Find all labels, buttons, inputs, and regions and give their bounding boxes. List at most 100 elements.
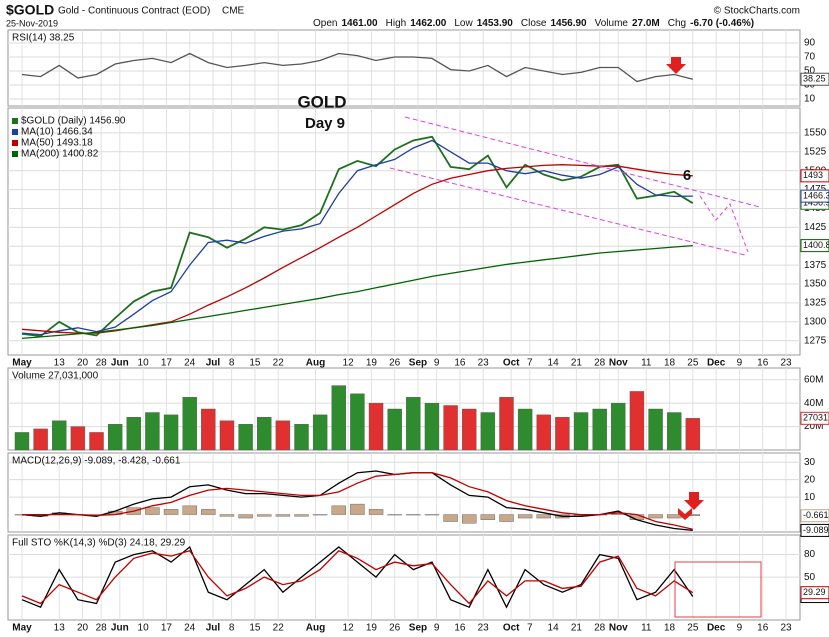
channel-line <box>389 167 746 256</box>
x-tick-label: 19 <box>366 358 378 369</box>
bar <box>89 432 104 451</box>
legend-entry: MA(10) 1466.34 <box>21 127 93 138</box>
bar <box>350 503 365 515</box>
bar <box>275 420 291 451</box>
x-tick-label: 9 <box>434 623 440 634</box>
x-tick-label: Jun <box>111 623 129 634</box>
instrument-name: Gold - Continuous Contract (EOD) <box>58 6 210 17</box>
x-tick-label: Jun <box>111 358 129 369</box>
x-tick-label: 16 <box>757 358 769 369</box>
x-tick-label: 9 <box>434 358 440 369</box>
annotation: 6 <box>683 167 691 184</box>
bar <box>406 397 421 451</box>
annotations-drawn <box>389 57 762 618</box>
x-tick-label: 10 <box>138 623 150 634</box>
value-label: 38.25 <box>803 74 826 84</box>
y-tick-label: 80 <box>804 549 816 560</box>
quote-label: Volume <box>595 18 629 29</box>
x-tick-label: 11 <box>641 358 652 369</box>
y-tick-label: 10 <box>804 492 816 503</box>
value-label: -0.661 <box>803 510 829 520</box>
quote-value: -6.70 (-0.46%) <box>690 18 754 29</box>
arrow <box>666 57 686 74</box>
legend-entry: MA(200) 1400.82 <box>21 149 99 160</box>
panel-frame <box>7 367 801 451</box>
y-tick-label: 20 <box>804 474 816 485</box>
x-tick-label: 26 <box>389 623 401 634</box>
x-tick-label: 12 <box>343 623 355 634</box>
bar <box>368 402 384 451</box>
x-tick-label: 14 <box>548 623 560 634</box>
value-label-box <box>800 72 829 86</box>
x-tick-label: 13 <box>54 623 66 634</box>
value-label-box <box>800 189 829 203</box>
legend-entry: MA(50) 1493.18 <box>21 138 93 149</box>
x-tick-label: 23 <box>478 623 490 634</box>
bar <box>443 514 458 522</box>
x-tick-label: 18 <box>664 358 676 369</box>
x-tick-label: 20 <box>77 623 89 634</box>
bar <box>312 414 328 451</box>
bar <box>406 514 421 516</box>
y-tick-label: 1525 <box>804 146 827 157</box>
exchange: CME <box>222 6 245 17</box>
y-tick-label: 90 <box>804 38 816 49</box>
x-tick-label: 23 <box>478 358 490 369</box>
panel-legend: Volume 27,031,000 <box>12 371 99 382</box>
arrow <box>678 508 692 520</box>
value-label-box <box>800 586 829 600</box>
bar <box>294 424 309 451</box>
bar <box>331 385 346 451</box>
x-tick-label: 14 <box>548 358 560 369</box>
x-tick-label: 17 <box>161 358 173 369</box>
channel-line <box>404 116 761 208</box>
x-tick-label: Sep <box>409 623 427 634</box>
quote-value: 1462.00 <box>410 18 447 29</box>
source: © StockCharts.com <box>714 6 800 17</box>
bar <box>462 514 477 524</box>
bar <box>667 412 682 451</box>
value-label-box <box>800 169 829 183</box>
bar <box>219 420 235 451</box>
quote-label: High <box>386 18 407 29</box>
bar <box>573 412 589 451</box>
panel-legend: MACD(12,26,9) -9.089, -8.428, -0.661 <box>12 456 181 467</box>
bar <box>648 514 663 519</box>
x-tick-label: May <box>12 358 32 369</box>
x-tick-label: 28 <box>594 623 606 634</box>
bar <box>648 408 663 451</box>
bar <box>163 509 179 515</box>
x-tick-label: May <box>12 623 32 634</box>
x-tick-label: 7 <box>527 623 533 634</box>
x-tick-label: Jul <box>206 623 221 634</box>
bar <box>33 428 48 451</box>
y-tick-label: 20M <box>804 421 823 432</box>
value-label: 1400.8 <box>803 240 829 250</box>
legend-swatch <box>12 129 18 135</box>
panel-frame <box>7 107 801 356</box>
x-tick-label: 10 <box>138 358 150 369</box>
series-line <box>22 472 693 530</box>
y-tick-label: 1325 <box>804 298 827 309</box>
y-tick-label: 60M <box>804 374 823 385</box>
x-tick-label: Oct <box>503 623 520 634</box>
y-tick-label: 50 <box>804 572 816 583</box>
quote-value: 1456.90 <box>550 18 587 29</box>
x-tick-label: 24 <box>184 623 196 634</box>
annotation: Day 9 <box>305 115 345 132</box>
x-tick-label: 9 <box>737 623 743 634</box>
arrow <box>684 492 704 510</box>
bar <box>350 393 365 451</box>
x-tick-label: Oct <box>503 358 520 369</box>
value-label: 1456.9 <box>803 198 829 208</box>
quote-label: Close <box>521 18 547 29</box>
value-label: 29.29 <box>803 587 826 597</box>
bar <box>480 412 496 451</box>
x-tick-label: 28 <box>96 623 108 634</box>
legend-swatch <box>12 151 18 157</box>
bar <box>517 514 533 519</box>
x-tick-label: 8 <box>229 623 235 634</box>
x-tick-label: Nov <box>609 358 628 369</box>
x-tick-label: 16 <box>454 623 466 634</box>
x-tick-label: 8 <box>229 358 235 369</box>
